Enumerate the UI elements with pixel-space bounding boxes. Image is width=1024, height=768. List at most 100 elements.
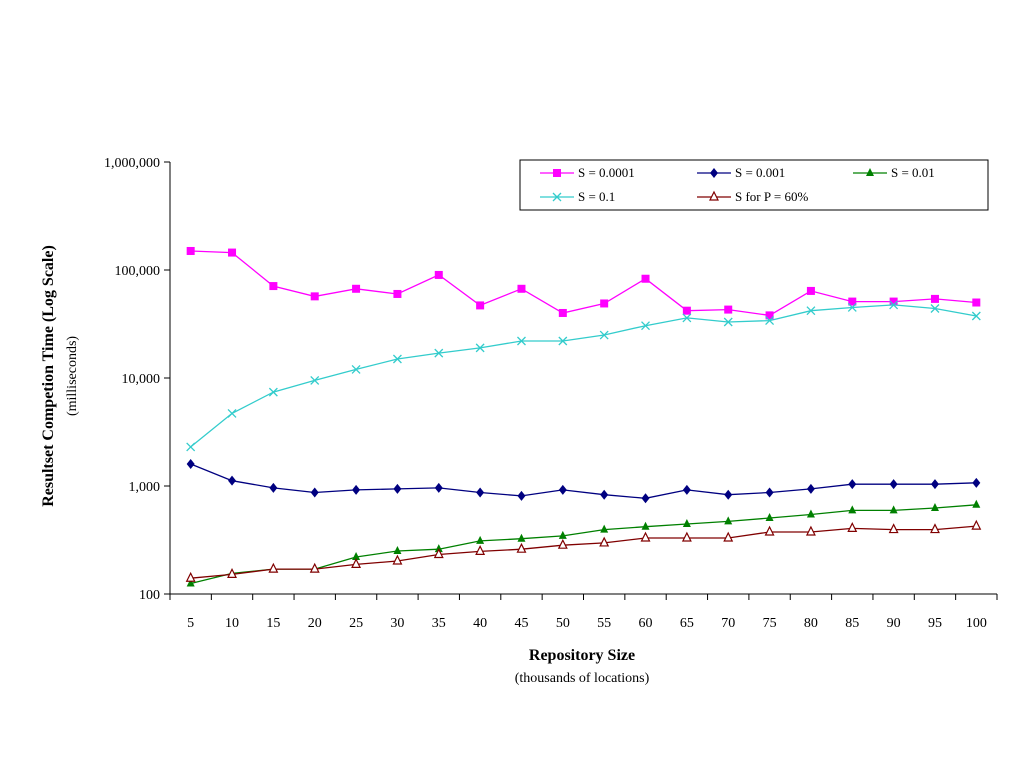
- data-point: [599, 330, 609, 340]
- data-point: [558, 336, 568, 346]
- x-tick-label: 40: [473, 616, 487, 631]
- data-point: [351, 558, 362, 568]
- data-point: [765, 487, 774, 498]
- data-point: [434, 482, 443, 493]
- data-point: [724, 489, 733, 500]
- data-point: [186, 578, 195, 587]
- data-point: [558, 530, 567, 539]
- data-point: [724, 516, 733, 525]
- legend-marker: [553, 169, 561, 177]
- legend-label: S = 0.0001: [578, 165, 635, 180]
- data-point: [889, 479, 898, 490]
- x-axis: 5 10 15 20 25 30 35 40 45 50 55 60 65 70 75 80 85 90 95 100: [169, 593, 998, 631]
- data-point: [310, 375, 320, 385]
- data-point: [930, 304, 940, 313]
- legend-marker: [552, 192, 562, 202]
- data-point: [806, 286, 815, 295]
- data-point: [682, 518, 691, 527]
- data-point: [434, 270, 443, 279]
- x-tick-label: 10: [225, 616, 239, 631]
- data-point: [269, 282, 278, 291]
- data-point: [848, 297, 857, 306]
- data-point: [972, 298, 981, 307]
- x-tick-label: 75: [763, 616, 777, 631]
- data-point: [641, 321, 650, 331]
- data-point: [392, 354, 402, 364]
- data-point: [641, 521, 650, 530]
- data-point: [806, 306, 816, 316]
- x-tick-label: 25: [349, 616, 363, 631]
- data-point: [889, 297, 898, 306]
- x-tick-label: 55: [597, 616, 611, 631]
- x-tick-label: 80: [804, 616, 818, 631]
- legend-label: S for P = 60%: [735, 189, 808, 204]
- data-point: [847, 522, 858, 532]
- data-point: [186, 442, 196, 452]
- x-tick-label: 20: [308, 616, 322, 631]
- data-point: [723, 531, 734, 542]
- data-point: [434, 348, 444, 358]
- data-point: [600, 489, 609, 500]
- data-point: [972, 499, 981, 508]
- data-point: [475, 343, 485, 353]
- data-point: [640, 531, 651, 542]
- series-line: [190, 525, 977, 579]
- series-2: [186, 458, 981, 504]
- legend-marker: [866, 168, 874, 176]
- data-point: [971, 311, 981, 321]
- data-point: [310, 292, 319, 301]
- legend-marker: [709, 190, 719, 201]
- legend-item: S = 0.001: [697, 165, 785, 180]
- data-point: [268, 387, 278, 397]
- data-point: [682, 313, 692, 323]
- y-axis: 100 1,000 10,000 100,000 1,000,000: [104, 156, 171, 603]
- legend-item: S = 0.1: [540, 189, 615, 204]
- data-point: [848, 479, 857, 490]
- series-line: [190, 304, 977, 448]
- x-tick-label: 35: [432, 616, 446, 631]
- data-point: [434, 544, 443, 553]
- data-point: [641, 493, 650, 504]
- data-point: [476, 301, 485, 310]
- data-point: [516, 542, 527, 553]
- legend-box: [519, 159, 989, 211]
- data-point: [517, 336, 526, 346]
- x-tick-label: 5: [187, 616, 194, 631]
- x-axis-title: Repository Size: [529, 647, 635, 664]
- x-tick-label: 65: [680, 616, 694, 631]
- legend-marker: [710, 168, 718, 178]
- y-tick-label: 1,000: [129, 480, 161, 495]
- data-point: [641, 274, 650, 283]
- data-point: [558, 484, 567, 495]
- x-tick-label: 45: [514, 616, 528, 631]
- data-point: [847, 302, 857, 312]
- data-point: [475, 545, 486, 555]
- y-tick-label: 10,000: [122, 372, 161, 387]
- data-point: [228, 248, 237, 257]
- data-point: [889, 505, 898, 514]
- data-point: [476, 535, 485, 544]
- legend-label: S = 0.001: [735, 165, 785, 180]
- x-tick-label: 70: [721, 616, 735, 631]
- data-point: [888, 523, 899, 534]
- x-tick-label: 60: [639, 616, 653, 631]
- series-layer: [185, 246, 982, 587]
- x-tick-label: 15: [266, 616, 280, 631]
- data-point: [393, 546, 402, 555]
- data-point: [557, 538, 568, 549]
- data-point: [930, 479, 939, 490]
- data-point: [392, 554, 403, 565]
- data-point: [185, 571, 196, 582]
- series-4: [186, 300, 981, 452]
- data-point: [972, 477, 981, 488]
- data-point: [351, 364, 361, 374]
- data-point: [600, 524, 609, 533]
- data-point: [393, 289, 402, 298]
- data-point: [476, 487, 485, 498]
- series-1: [186, 246, 981, 320]
- y-axis-title: Resultset Competion Time (Log Scale): [40, 245, 57, 507]
- x-axis-subtitle: (thousands of locations): [515, 671, 650, 686]
- data-point: [765, 316, 775, 326]
- data-point: [723, 317, 733, 327]
- data-point: [352, 552, 361, 561]
